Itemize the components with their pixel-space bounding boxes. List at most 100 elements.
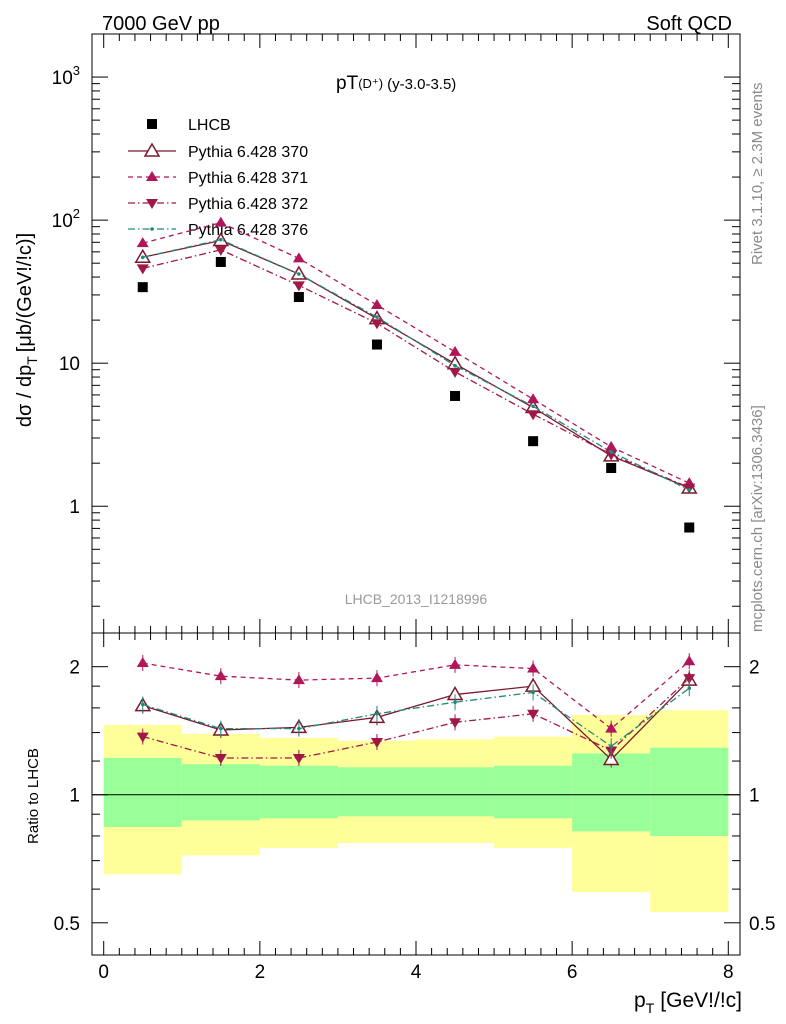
ratio-point-p371-4: [449, 658, 462, 669]
point-p371-5: [527, 393, 540, 404]
ratio-point-p372-3: [370, 738, 383, 749]
point-p371-1: [214, 216, 227, 227]
header-left: 7000 GeV pp: [102, 13, 220, 35]
ratio-ytick-label-left-1: 1: [69, 786, 80, 807]
header-right: Soft QCD: [646, 13, 732, 35]
band-inner-5: [494, 765, 573, 819]
ratio-ytick-label-right-2: 2: [749, 658, 760, 679]
legend-marker-p370: [143, 142, 161, 157]
legend-label-lhcb: LHCB: [188, 117, 231, 134]
ratio-point-p372-4: [449, 718, 462, 729]
main-ytick-label-3: 103: [52, 63, 80, 89]
ratio-point-p372-7: [683, 674, 696, 685]
point-p372-0: [136, 264, 149, 275]
ratio-line-p370: [142, 679, 690, 761]
main-title: pT(D⁺) (y-3.0-3.5): [336, 73, 456, 94]
legend-marker-p372: [146, 199, 158, 209]
point-p376-7: [687, 488, 692, 492]
ratio-ytick-label-left-2: 2: [69, 658, 80, 679]
point-p376-0: [140, 255, 145, 260]
ratio-point-p372-5: [527, 709, 540, 720]
ratio-point-p372-0: [136, 732, 149, 743]
main-ytick-label-2: 102: [52, 206, 80, 232]
x-axis-label: pT [GeV!/!c]: [634, 989, 742, 1016]
mcplots-label: mcplots.cern.ch [arXiv:1306.3436]: [749, 405, 766, 632]
point-p376-3: [375, 315, 379, 319]
ratio-point-p376-0: [140, 702, 145, 707]
ratio-point-p372-1: [214, 753, 227, 764]
band-inner-7: [650, 747, 729, 836]
point-p376-2: [297, 272, 301, 276]
axes: 1 10 102 103 0 2 4 6 8 0.5 0.5 1 1 2 2: [52, 33, 775, 983]
ratio-point-p371-0: [136, 657, 149, 668]
legend-marks: [128, 119, 176, 231]
main-plot: [134, 216, 698, 533]
ratio-point-p376-5: [531, 690, 535, 695]
legend: LHCB Pythia 6.428 370 Pythia 6.428 371 P…: [188, 117, 308, 239]
legend-label-371: Pythia 6.428 371: [188, 170, 308, 187]
band-inner-1: [181, 764, 260, 821]
band-inner-0: [103, 757, 182, 827]
y-axis-label: dσ / dpT[μb/(GeV!/!c)]: [14, 233, 40, 427]
ratio-point-p376-7: [687, 686, 692, 691]
point-p376-4: [453, 363, 457, 368]
point-p372-5: [527, 410, 540, 421]
ratio-point-p371-3: [370, 672, 383, 683]
xtick-label-2: 4: [411, 962, 422, 983]
ratio-point-p376-3: [375, 711, 379, 716]
legend-label-372: Pythia 6.428 372: [188, 196, 308, 213]
band-inner-4: [416, 767, 495, 817]
ratio-point-p376-2: [297, 726, 301, 731]
band-inner-3: [337, 767, 416, 817]
point-data-5: [528, 436, 539, 447]
xtick-label-3: 6: [567, 962, 578, 983]
point-data-7: [684, 522, 695, 533]
point-data-1: [215, 256, 226, 267]
legend-label-370: Pythia 6.428 370: [188, 144, 308, 161]
xtick-label-4: 8: [723, 962, 734, 983]
ratio-ytick-label-right-0: 0.5: [749, 914, 775, 935]
point-p371-0: [136, 237, 149, 248]
point-p371-6: [605, 440, 618, 451]
ratio-point-p371-6: [605, 722, 618, 733]
point-p371-4: [449, 345, 462, 356]
point-p376-5: [531, 404, 535, 409]
analysis-id: LHCB_2013_I1218996: [345, 591, 488, 607]
point-p372-3: [370, 319, 383, 330]
ratio-point-p371-5: [527, 662, 540, 673]
series-line-p371: [142, 221, 690, 484]
ratio-point-p376-1: [219, 726, 223, 731]
point-p372-1: [214, 245, 227, 256]
ratio-point-p371-2: [292, 674, 305, 685]
legend-label-376: Pythia 6.428 376: [188, 222, 308, 239]
ratio-bands: [92, 710, 740, 913]
point-p376-1: [219, 237, 223, 242]
rivet-label: Rivet 3.1.10, ≥ 2.3M events: [749, 83, 766, 266]
ratio-line-p376: [142, 687, 690, 748]
ratio-point-p376-6: [609, 744, 613, 749]
ratio-point-p376-4: [453, 700, 457, 705]
main-ytick-label-1: 10: [59, 354, 80, 375]
point-p376-6: [609, 450, 613, 454]
ratio-y-axis-label: Ratio to LHCB: [25, 748, 42, 844]
ratio-ytick-label-left-0: 0.5: [54, 914, 80, 935]
xtick-label-1: 2: [255, 962, 266, 983]
ratio-ytick-label-right-1: 1: [749, 786, 760, 807]
band-inner-2: [259, 765, 338, 819]
legend-marker-data: [147, 119, 157, 129]
point-p371-2: [292, 252, 305, 263]
main-ytick-label-0: 1: [69, 497, 80, 518]
point-data-0: [137, 282, 148, 293]
point-p372-2: [292, 281, 305, 292]
ratio-point-p372-2: [292, 753, 305, 764]
point-data-6: [606, 463, 617, 474]
point-data-2: [293, 292, 304, 303]
point-p371-3: [370, 299, 383, 310]
ratio-line-p372: [142, 677, 690, 759]
point-data-4: [450, 390, 461, 401]
point-data-3: [371, 339, 382, 350]
ratio-plot: [134, 653, 698, 768]
point-p372-4: [449, 367, 462, 378]
ratio-point-p371-7: [683, 655, 696, 666]
